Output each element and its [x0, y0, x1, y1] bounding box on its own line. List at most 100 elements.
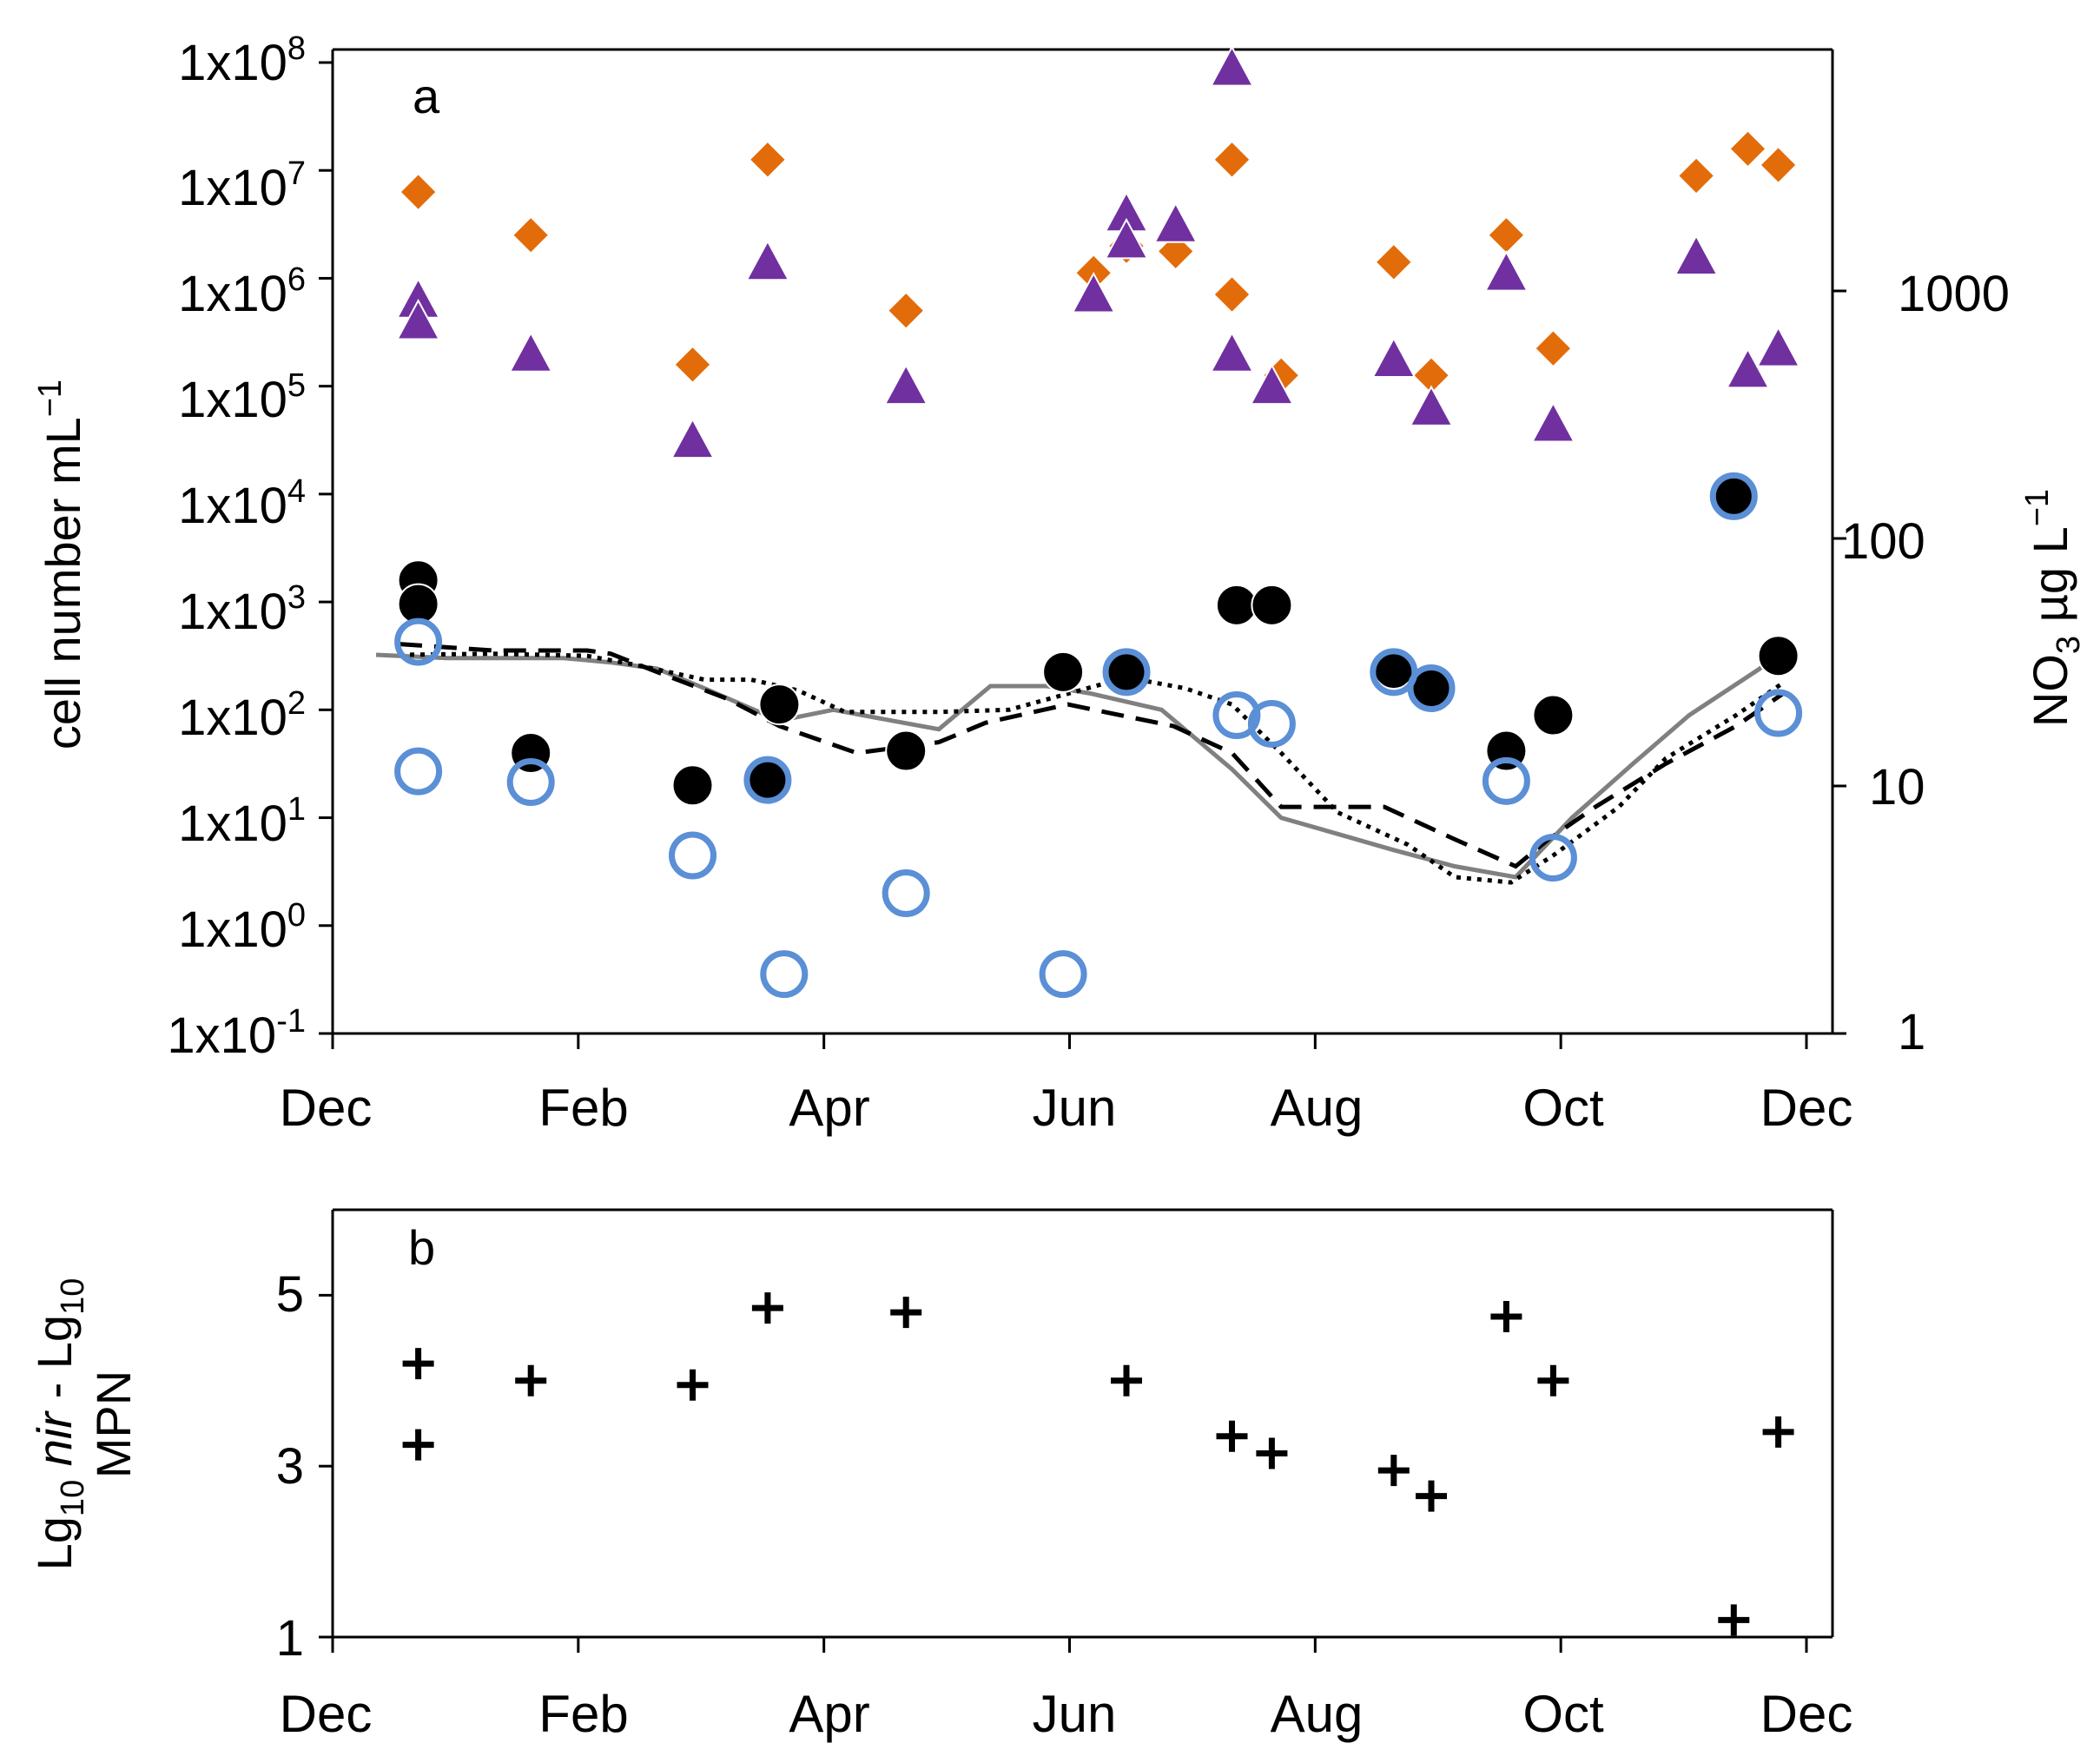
data-point-plus: [1718, 1604, 1750, 1636]
y-tick-label: 1x105: [178, 367, 306, 428]
panel-a-month-labels: Dec Feb Apr Jun Aug Oct Dec: [280, 1079, 1853, 1137]
data-point-open-circle: [1529, 834, 1577, 882]
panel-b-tick-labels: 1 3 5: [276, 1266, 304, 1667]
series-line-black-dashed: [399, 642, 1785, 869]
y-tick-label: 1x104: [178, 473, 306, 534]
data-point-plus: [890, 1297, 922, 1329]
data-point-triangle: [1674, 234, 1719, 275]
data-point-triangle: [1104, 217, 1149, 260]
data-point-open-circle: [506, 758, 555, 807]
data-point-open-circle: [1247, 699, 1296, 748]
data-point-diamond: [1374, 242, 1414, 282]
data-point-open-circle: [1039, 950, 1087, 999]
series-line-black-dotted: [399, 651, 1785, 885]
data-point-diamond: [886, 291, 926, 331]
data-point-triangle: [883, 363, 928, 406]
data-point-triangle: [1409, 385, 1454, 426]
data-point-open-circle: [1212, 691, 1261, 740]
data-point-triangle: [1153, 201, 1199, 243]
data-point-triangle: [745, 239, 790, 281]
data-point-filled-circle: [885, 730, 928, 772]
data-point-diamond: [748, 140, 788, 180]
panel-b-letter: b: [408, 1220, 435, 1275]
x-tick-label: Aug: [1271, 1685, 1364, 1743]
data-point-plus: [402, 1348, 434, 1380]
y-tick-label: 1x103: [178, 579, 306, 640]
data-point-filled-circle: [671, 764, 714, 807]
y-tick-label: 1x107: [178, 155, 306, 216]
x-tick-label: Jun: [1033, 1685, 1117, 1743]
data-point-plus: [677, 1369, 709, 1401]
x-tick-label: Apr: [789, 1079, 869, 1137]
x-tick-label: Dec: [280, 1685, 373, 1743]
data-point-diamond: [1533, 328, 1573, 368]
y-tick-label: 3: [276, 1438, 304, 1495]
panel-b: 1 3 5 Dec Feb Apr Jun Aug Oct Dec b Lg10…: [27, 1208, 1852, 1743]
data-point-diamond: [1759, 145, 1799, 185]
data-point-filled-circle: [1532, 694, 1575, 736]
data-point-plus: [402, 1429, 434, 1461]
y-tick-label: 1x102: [178, 685, 306, 746]
data-point-filled-circle: [758, 683, 801, 726]
data-point-plus: [1762, 1416, 1794, 1448]
data-point-plus: [1377, 1455, 1410, 1487]
data-point-open-circle: [1102, 648, 1151, 697]
x-tick-label: Oct: [1522, 1079, 1604, 1137]
data-point-diamond: [1728, 129, 1767, 168]
x-tick-label: Jun: [1033, 1079, 1117, 1137]
data-point-triangle: [1209, 45, 1255, 87]
y-tick-label: 1x108: [178, 30, 306, 91]
data-point-plus: [1490, 1301, 1522, 1332]
data-point-triangle: [1755, 326, 1801, 367]
panel-a: 1x10-1 1x100 1x101 1x102 1x103 1x104 1x1…: [32, 30, 2087, 1137]
data-point-triangle: [670, 417, 716, 459]
data-point-filled-circle: [1251, 584, 1293, 626]
y2-tick-label: 1: [1898, 1004, 1925, 1060]
y2-tick-label: 100: [1841, 513, 1925, 570]
data-point-open-circle: [743, 756, 792, 804]
data-point-diamond: [1212, 140, 1251, 180]
data-point-triangle: [1530, 401, 1576, 443]
data-point-plus: [1256, 1437, 1288, 1469]
panel-a-left-y-ticks: [319, 61, 333, 1035]
data-point-plus: [751, 1292, 783, 1324]
data-point-open-circle: [394, 617, 443, 666]
data-point-open-circle: [1482, 756, 1530, 805]
y-tick-label: 5: [276, 1266, 304, 1323]
panel-b-x-ticks: [331, 1637, 1808, 1653]
data-point-plus: [1537, 1364, 1569, 1397]
panel-a-letter: a: [413, 69, 440, 123]
x-tick-label: Oct: [1522, 1685, 1604, 1743]
data-point-open-circle: [394, 747, 443, 796]
data-point-diamond: [1676, 156, 1716, 195]
data-point-open-circle: [1407, 664, 1456, 712]
x-tick-label: Apr: [789, 1685, 869, 1743]
x-tick-label: Dec: [1760, 1079, 1853, 1137]
data-point-filled-circle: [1215, 584, 1258, 626]
data-point-open-circle: [1754, 689, 1803, 737]
data-point-filled-circle: [1042, 650, 1085, 693]
panel-a-left-tick-labels: 1x10-1 1x100 1x101 1x102 1x103 1x104 1x1…: [167, 30, 306, 1064]
data-point-triangle: [395, 299, 441, 340]
panel-b-y-axis-title-line2: MPN: [86, 1370, 141, 1478]
panel-b-markers: [402, 1292, 1794, 1636]
panel-a-y2-axis-title: NO3 µg L−1: [2019, 489, 2087, 727]
data-point-triangle: [1371, 336, 1417, 379]
data-point-triangle: [508, 331, 553, 373]
panel-a-x-ticks: [331, 1033, 1808, 1049]
data-point-triangle: [1249, 363, 1295, 406]
panel-a-markers: [394, 45, 1803, 999]
data-point-open-circle: [669, 831, 717, 880]
x-tick-label: Feb: [538, 1685, 628, 1743]
data-point-diamond: [673, 345, 712, 385]
data-point-open-circle: [760, 950, 809, 999]
data-point-plus: [1216, 1420, 1248, 1452]
y-tick-label: 1x10-1: [167, 1003, 306, 1064]
data-point-open-circle: [1709, 472, 1758, 520]
panel-a-y-axis-title: cell number mL−1: [32, 380, 90, 749]
data-point-filled-circle: [1757, 635, 1800, 677]
data-point-filled-circle: [397, 583, 439, 625]
x-tick-label: Feb: [538, 1079, 628, 1137]
data-point-diamond: [1486, 215, 1526, 255]
